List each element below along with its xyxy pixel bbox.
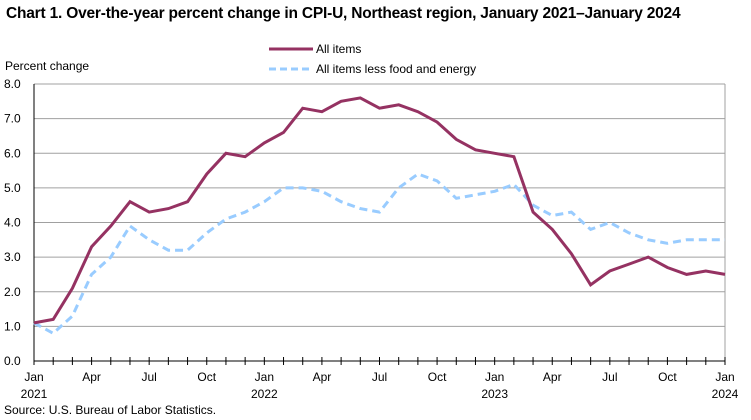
series-line-core xyxy=(33,172,725,336)
gridlines xyxy=(34,83,726,361)
x-tick-label-month: Oct xyxy=(658,370,677,384)
x-tick-label-month: Jan xyxy=(715,370,734,384)
x-tick-label-month: Jul xyxy=(602,370,617,384)
x-tick-label-month: Jan xyxy=(255,370,274,384)
x-tick-label-month: Apr xyxy=(82,370,101,384)
x-tick-label-year: 2023 xyxy=(481,387,508,401)
x-tick-label-month: Jul xyxy=(141,370,156,384)
x-tick-label-month: Jul xyxy=(372,370,387,384)
y-tick-label: 0.0 xyxy=(4,354,21,368)
y-tick-label: 5.0 xyxy=(4,181,21,195)
x-tick-label-month: Oct xyxy=(197,370,216,384)
y-tick-label: 3.0 xyxy=(4,250,21,264)
y-tick-labels: 0.0 1.0 2.0 3.0 4.0 5.0 6.0 7.0 8.0 xyxy=(4,77,21,368)
legend-label-all-items: All items xyxy=(316,42,361,56)
source-note: Source: U.S. Bureau of Labor Statistics. xyxy=(4,403,217,417)
x-tick-label-month: Apr xyxy=(543,370,562,384)
legend-label-core: All items less food and energy xyxy=(316,62,476,76)
y-tick-label: 7.0 xyxy=(4,112,21,126)
y-tick-label: 2.0 xyxy=(4,285,21,299)
chart-title: Chart 1. Over-the-year percent change in… xyxy=(6,5,681,22)
series-lines xyxy=(33,96,726,336)
x-axis: Jan 2021 Apr Jul Oct Jan 2022 Apr Jul Oct Jan 2023 A… xyxy=(21,84,739,401)
y-tick-label: 6.0 xyxy=(4,146,21,160)
x-tick-label-month: Jan xyxy=(485,370,504,384)
x-tick-label-year: 2021 xyxy=(21,387,48,401)
x-tick-label-month: Apr xyxy=(313,370,332,384)
x-tick-label-year: 2024 xyxy=(712,387,739,401)
y-tick-label: 8.0 xyxy=(4,77,21,91)
x-tick-label-year: 2022 xyxy=(251,387,278,401)
legend: All items All items less food and energy xyxy=(269,42,476,76)
y-tick-label: 1.0 xyxy=(4,319,21,333)
y-axis-label: Percent change xyxy=(5,59,89,73)
x-tick-label-month: Jan xyxy=(24,370,43,384)
series-line-all-items xyxy=(33,96,726,325)
x-tick-label-month: Oct xyxy=(428,370,447,384)
y-tick-label: 4.0 xyxy=(4,216,21,230)
